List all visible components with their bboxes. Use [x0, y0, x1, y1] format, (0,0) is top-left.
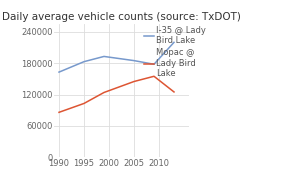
Mopac @
Lady Bird
Lake [57, 111, 61, 113]
Mopac @
Lady Bird
Lake [132, 80, 136, 83]
Mopac @
Lady Bird
Lake [102, 91, 106, 94]
I-35 @ Lady
Bird Lake [152, 63, 156, 65]
I-35 @ Lady
Bird Lake [102, 55, 106, 58]
Title: Daily average vehicle counts (source: TxDOT): Daily average vehicle counts (source: Tx… [2, 12, 241, 22]
I-35 @ Lady
Bird Lake [172, 41, 176, 43]
Mopac @
Lady Bird
Lake [152, 75, 156, 77]
Mopac @
Lady Bird
Lake [82, 102, 86, 105]
Line: Mopac @
Lady Bird
Lake: Mopac @ Lady Bird Lake [59, 76, 174, 112]
Line: I-35 @ Lady
Bird Lake: I-35 @ Lady Bird Lake [59, 42, 174, 72]
Mopac @
Lady Bird
Lake [172, 91, 176, 93]
I-35 @ Lady
Bird Lake [82, 60, 86, 63]
Legend: I-35 @ Lady
Bird Lake, Mopac @
Lady Bird
Lake: I-35 @ Lady Bird Lake, Mopac @ Lady Bird… [144, 26, 206, 78]
I-35 @ Lady
Bird Lake [132, 60, 136, 62]
I-35 @ Lady
Bird Lake [57, 71, 61, 73]
